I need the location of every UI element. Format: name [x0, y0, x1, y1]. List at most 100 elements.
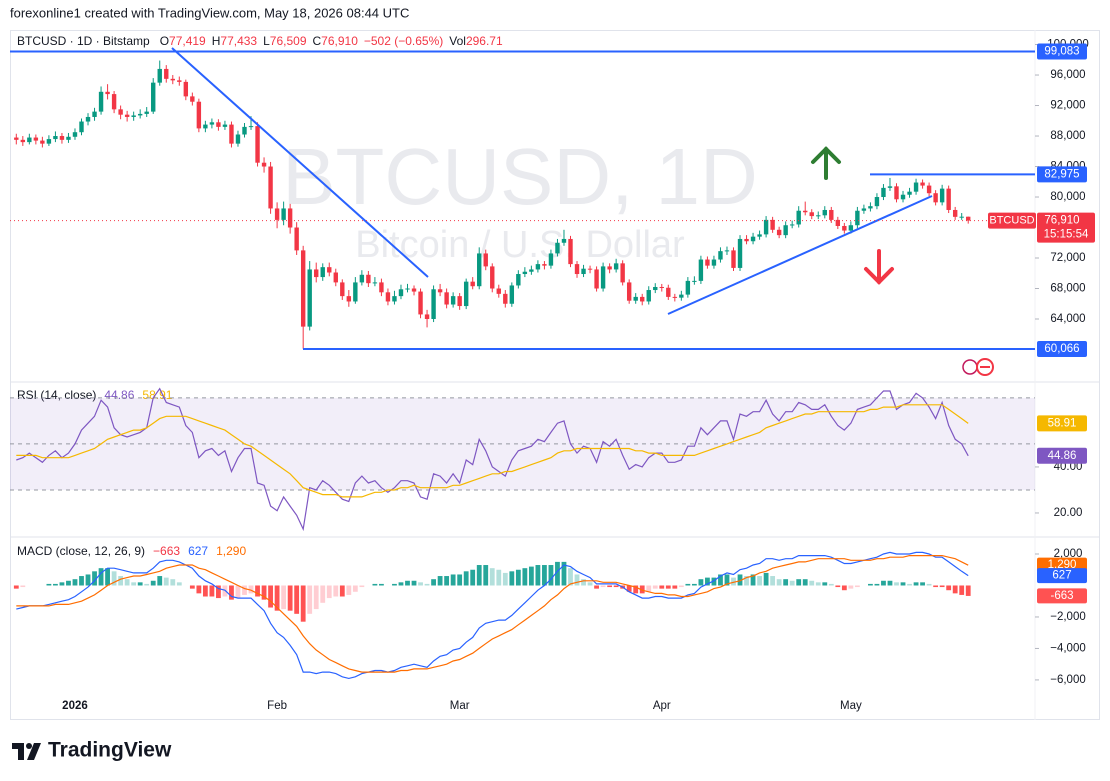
histogram-bar — [144, 583, 150, 586]
histogram-bar — [281, 585, 287, 610]
candle-body — [529, 269, 534, 272]
candle-body — [737, 238, 743, 268]
histogram-bar — [705, 577, 710, 586]
candle-body — [516, 274, 521, 286]
candle-body — [666, 287, 671, 297]
histogram-bar — [444, 576, 450, 586]
y-tick-label: 80,000 — [1050, 191, 1085, 203]
histogram-bar — [946, 585, 952, 591]
candle-body — [946, 188, 951, 210]
candle-body — [620, 263, 625, 283]
candle-body — [216, 122, 221, 127]
histogram-bar — [13, 585, 19, 589]
trend-line — [171, 47, 429, 278]
histogram-bar — [53, 583, 58, 586]
histogram-bar — [118, 576, 124, 586]
histogram-bar — [750, 574, 756, 586]
histogram-bar — [196, 585, 202, 594]
histogram-bar — [268, 585, 273, 608]
candle-body — [887, 186, 893, 188]
candle-body — [405, 288, 410, 290]
candle-body — [40, 140, 45, 144]
histogram-bar — [672, 585, 678, 589]
candle-body — [483, 253, 488, 267]
histogram-bar — [248, 585, 254, 594]
candle-body — [281, 208, 286, 220]
macd-last-value: 627 — [1052, 570, 1071, 582]
candle-body — [463, 281, 469, 307]
candle-body — [659, 286, 664, 288]
histogram-bar — [379, 583, 384, 586]
histogram-bar — [548, 565, 554, 586]
histogram-bar — [326, 585, 332, 599]
candle-body — [27, 137, 32, 143]
histogram-bar — [939, 585, 945, 588]
candle-body — [868, 206, 873, 209]
histogram-bar — [639, 585, 645, 594]
histogram-bar — [887, 580, 893, 586]
candle-body — [646, 290, 651, 302]
histogram-bar — [868, 583, 873, 586]
histogram-bar — [346, 585, 352, 595]
histogram-bar — [665, 585, 671, 589]
candle-body — [164, 68, 169, 79]
rsi-last-value: 44.86 — [1048, 450, 1077, 462]
rsi-title: RSI (14, close) — [17, 388, 96, 402]
candle-body — [913, 182, 919, 192]
histogram-bar — [274, 585, 280, 611]
candle-body — [724, 250, 730, 252]
x-tick-label: 2026 — [62, 700, 88, 712]
candle-body — [242, 126, 247, 135]
histogram-bar — [320, 585, 326, 603]
candle-body — [966, 216, 971, 221]
histogram-bar — [111, 571, 117, 586]
histogram-bar — [333, 585, 339, 597]
candle-body — [196, 101, 202, 129]
event-icon — [962, 358, 994, 376]
candle-body — [959, 216, 964, 218]
histogram-bar — [509, 571, 515, 586]
histogram-bar — [789, 580, 795, 586]
symbol-legend: BTCUSD · 1D · Bitstamp O77,419 H77,433 L76,… — [17, 34, 503, 48]
candle-body — [59, 136, 65, 140]
histogram-bar — [98, 568, 104, 586]
histogram-bar — [594, 585, 599, 589]
candle-body — [274, 208, 280, 220]
ohlc-value: 76,509 — [270, 34, 307, 48]
candle-body — [131, 115, 136, 117]
histogram-bar — [261, 585, 267, 600]
macd-last-value-box — [1037, 568, 1087, 584]
countdown: 15:15:54 — [1044, 229, 1089, 241]
candle-body — [568, 238, 573, 265]
macd-legend: MACD (close, 12, 26, 9) −663 627 1,290 — [17, 544, 246, 558]
rsi-value: 44.86 — [104, 388, 134, 402]
histogram-bar — [437, 576, 443, 586]
down-arrow — [864, 249, 894, 285]
candle-body — [137, 113, 143, 116]
histogram-bar — [848, 585, 854, 589]
histogram-bar — [763, 572, 769, 586]
candle-body — [855, 210, 860, 226]
histogram-bar — [457, 574, 463, 586]
histogram-bar — [352, 585, 358, 592]
symbol: BTCUSD · 1D · Bitstamp — [17, 34, 150, 48]
histogram-bar — [46, 583, 52, 586]
brand-name: TradingView — [48, 739, 172, 762]
y-tick-label: 72,000 — [1050, 252, 1085, 264]
candle-body — [633, 296, 638, 301]
histogram-bar — [522, 568, 528, 586]
x-tick-label: Mar — [450, 700, 470, 712]
candle-body — [939, 188, 945, 203]
histogram-bar — [652, 585, 658, 589]
candle-body — [33, 137, 39, 141]
level-label-box — [1037, 43, 1087, 60]
histogram-bar — [815, 582, 821, 586]
histogram-bar — [59, 582, 65, 586]
level-label-box — [1037, 166, 1087, 183]
histogram-bar — [157, 576, 163, 586]
ohlc-key: C — [313, 34, 322, 48]
candle-body — [170, 78, 175, 81]
candle-body — [177, 80, 182, 82]
histogram-bar — [398, 582, 404, 586]
candle-body — [900, 194, 906, 200]
